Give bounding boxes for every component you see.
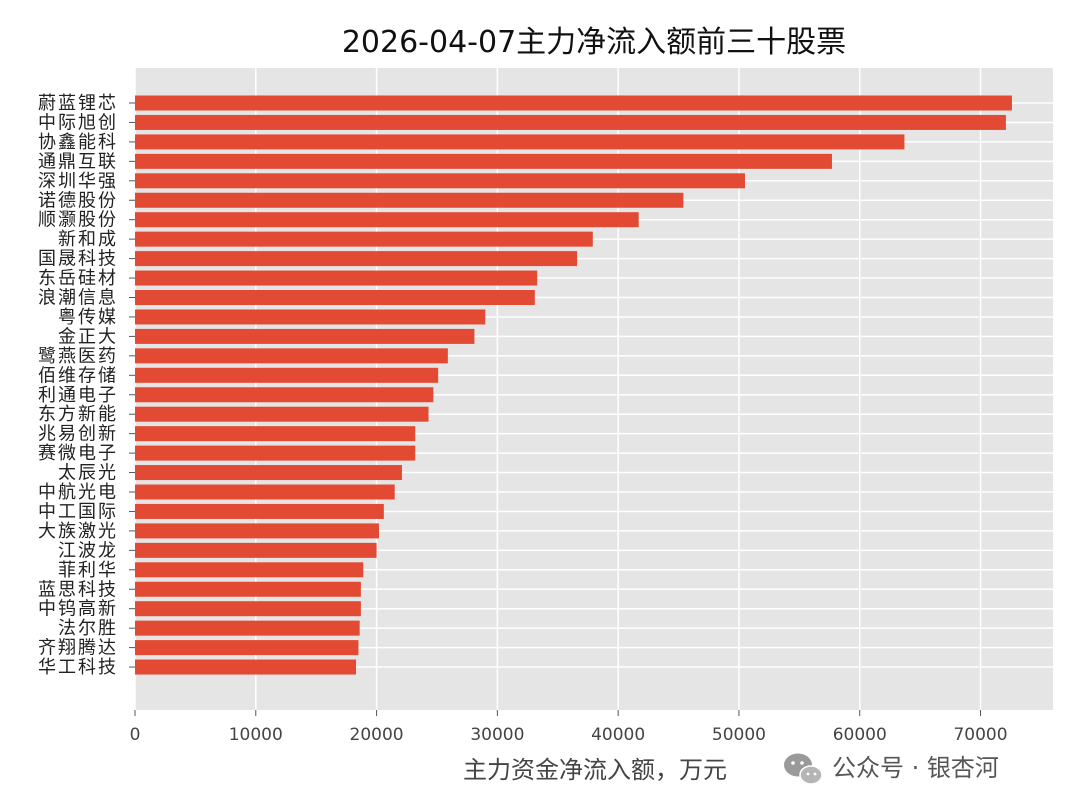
bar (135, 484, 395, 500)
bar (135, 426, 416, 442)
y-tick-label: 中际旭创 (38, 112, 118, 133)
y-tick-label: 华工科技 (38, 657, 118, 678)
y-tick-label: 蔚蓝锂芯 (38, 93, 118, 114)
wechat-icon (784, 753, 823, 785)
bars (135, 95, 1012, 675)
y-tick-label: 利通电子 (38, 385, 118, 406)
bar (135, 620, 360, 636)
x-tick-label: 40000 (591, 725, 645, 745)
y-tick-label: 佰维存储 (38, 365, 118, 386)
y-tick-label: 法尔胜 (58, 618, 118, 639)
y-tick-label: 大族激光 (38, 521, 118, 542)
chart-title: 2026-04-07主力净流入额前三十股票 (342, 25, 846, 60)
y-tick-label: 中航光电 (38, 482, 118, 503)
y-tick-label: 浪潮信息 (38, 288, 118, 309)
bar (135, 173, 745, 189)
y-tick-label: 金正大 (58, 326, 118, 347)
y-tick-label: 齐翔腾达 (38, 638, 118, 659)
bar (135, 601, 361, 617)
y-tick-label: 通鼎互联 (38, 151, 118, 172)
bar (135, 251, 578, 267)
bar (135, 562, 364, 578)
x-tick-label: 60000 (833, 725, 887, 745)
x-tick-label: 0 (130, 725, 141, 745)
y-tick-label: 诺德股份 (38, 190, 118, 211)
bar (135, 503, 384, 519)
watermark-text: 公众号 · 银杏河 (832, 754, 999, 782)
bar (135, 290, 535, 305)
bar (135, 387, 434, 403)
bar (135, 348, 448, 364)
bar (135, 231, 593, 247)
bar (135, 309, 486, 325)
bar (135, 465, 402, 481)
bar (135, 192, 684, 208)
y-tick-label: 中钨高新 (38, 599, 118, 620)
y-tick-label: 粤传媒 (58, 307, 118, 328)
bar (135, 581, 361, 597)
x-tick-label: 10000 (229, 725, 283, 745)
watermark: 公众号 · 银杏河 (784, 753, 999, 785)
y-tick-label: 菲利华 (58, 560, 118, 581)
y-tick-label: 协鑫能科 (38, 132, 118, 153)
y-tick-label: 顺灏股份 (38, 210, 118, 231)
bar (135, 523, 379, 539)
bar (135, 367, 439, 383)
y-tick-label: 太辰光 (58, 463, 118, 484)
bar (135, 95, 1012, 111)
x-tick-label: 20000 (350, 725, 404, 745)
y-tick-label: 新和成 (58, 229, 118, 250)
y-tick-label: 东岳硅材 (38, 268, 118, 289)
y-tick-label: 鹭燕医药 (38, 346, 118, 367)
bar (135, 542, 377, 558)
y-tick-label: 深圳华强 (38, 171, 118, 192)
y-tick-label: 中工国际 (38, 501, 118, 522)
bar (135, 212, 639, 228)
y-tick-label: 赛微电子 (38, 443, 118, 464)
bar (135, 114, 1006, 130)
y-tick-label: 国晟科技 (38, 249, 118, 270)
y-tick-label: 蓝思科技 (38, 579, 118, 600)
bar (135, 406, 429, 422)
bar (135, 270, 538, 286)
bar (135, 659, 357, 675)
bar (135, 328, 475, 344)
bar (135, 640, 359, 656)
x-tick-label: 70000 (953, 725, 1007, 745)
x-tick-label: 50000 (712, 725, 766, 745)
bar (135, 153, 832, 169)
bar (135, 134, 905, 150)
y-tick-label: 江波龙 (58, 540, 118, 561)
x-axis-label: 主力资金净流入额，万元 (463, 756, 727, 784)
x-tick-label: 30000 (470, 725, 524, 745)
x-tick-labels: 0 10000 20000 30000 40000 50000 60000 70000 (130, 710, 1008, 745)
y-tick-label: 兆易创新 (38, 424, 118, 445)
y-tick-label: 东方新能 (38, 404, 118, 425)
y-tick-labels: 蔚蓝锂芯中际旭创协鑫能科通鼎互联深圳华强诺德股份顺灏股份新和成国晟科技东岳硅材浪… (38, 93, 135, 678)
bar (135, 445, 416, 461)
